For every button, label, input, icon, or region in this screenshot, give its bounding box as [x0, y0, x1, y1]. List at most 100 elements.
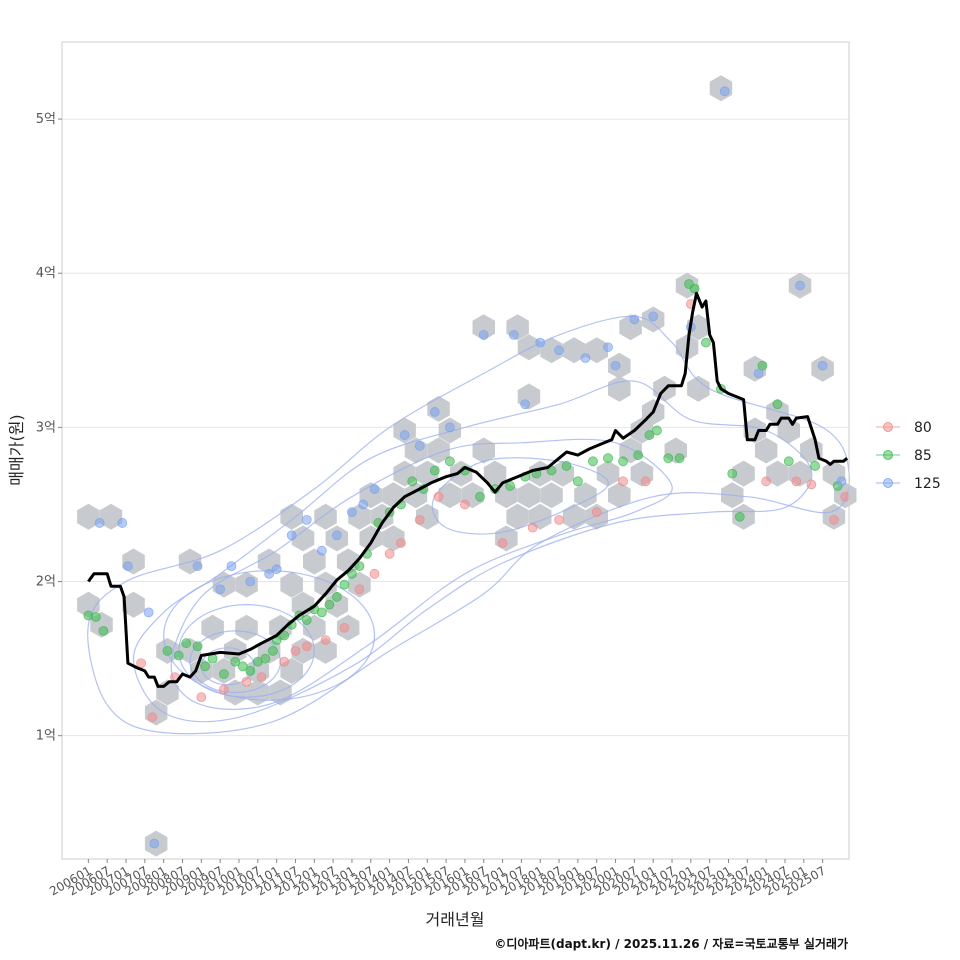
point-area-125	[817, 360, 828, 371]
point-area-85	[772, 399, 783, 410]
point-area-125	[117, 518, 128, 528]
point-area-80	[301, 641, 312, 652]
point-area-80	[761, 476, 772, 487]
point-area-125	[215, 584, 226, 595]
point-area-125	[94, 518, 105, 528]
legend-label-125: 125	[914, 476, 941, 492]
point-area-80	[384, 548, 395, 559]
legend-label-80: 80	[914, 420, 932, 436]
point-area-85	[90, 612, 101, 622]
point-area-125	[316, 545, 327, 556]
point-area-80	[219, 684, 229, 695]
point-area-125	[369, 484, 380, 494]
hexbin-cell	[99, 503, 123, 530]
point-area-125	[753, 368, 764, 379]
point-area-125	[580, 353, 591, 363]
point-area-85	[173, 650, 184, 661]
point-area-125	[444, 422, 455, 433]
point-area-85	[230, 656, 241, 667]
hexbin-cell	[596, 460, 620, 487]
point-area-125	[347, 507, 357, 518]
point-area-85	[260, 653, 271, 664]
point-area-85	[316, 607, 327, 618]
point-area-125	[226, 561, 237, 572]
point-area-85	[339, 579, 350, 590]
trend-line-layer	[87, 291, 849, 688]
hexbin-cell	[540, 482, 563, 509]
point-area-85	[347, 568, 357, 579]
hexbin-cell	[517, 482, 541, 509]
hexbin-cell	[766, 460, 789, 487]
hexbin-cell	[506, 503, 529, 530]
x-axis-title: 거래년월	[426, 910, 485, 929]
point-area-80	[256, 672, 267, 683]
hexbin-cell	[291, 525, 315, 552]
point-area-80	[241, 676, 252, 687]
point-area-80	[395, 538, 406, 548]
point-area-80	[806, 479, 817, 490]
hexbin-cell	[540, 337, 563, 364]
point-area-80	[618, 476, 628, 487]
point-area-85	[644, 430, 655, 440]
y-tick-label: 1억	[36, 729, 56, 744]
point-area-85	[505, 481, 516, 491]
trend-line	[87, 291, 849, 688]
point-area-125	[478, 329, 489, 340]
point-area-125	[264, 568, 275, 579]
point-area-80	[320, 635, 331, 646]
point-area-80	[554, 514, 564, 525]
point-area-80	[791, 476, 802, 487]
point-area-125	[610, 360, 621, 371]
point-area-85	[429, 465, 440, 476]
y-tick-label: 2억	[36, 575, 56, 590]
hexbin-cell	[483, 460, 507, 487]
point-area-85	[181, 638, 192, 649]
y-axis-ticks: 1억 2억 3억 4억 5억	[36, 112, 62, 744]
hexbin-cell	[472, 314, 495, 341]
point-area-85	[324, 599, 335, 610]
point-area-125	[358, 499, 369, 510]
point-area-80	[591, 507, 602, 518]
hexbin-cell	[427, 437, 450, 464]
point-area-80	[640, 476, 651, 487]
point-area-85	[354, 561, 365, 572]
point-area-125	[301, 514, 312, 525]
hexbin-cell	[325, 591, 349, 618]
point-area-125	[192, 561, 203, 572]
point-area-125	[648, 311, 659, 322]
hexbin-cell	[224, 637, 247, 664]
hexbin-cell	[687, 375, 710, 402]
legend-key-80	[883, 422, 893, 432]
hexbin-cell	[732, 460, 755, 487]
point-area-85	[475, 491, 485, 502]
y-tick-label: 4억	[36, 266, 56, 281]
point-area-85	[561, 461, 572, 471]
hexbin-cell	[77, 591, 100, 618]
point-area-85	[301, 615, 312, 625]
point-area-85	[279, 630, 290, 641]
point-area-85	[192, 641, 203, 652]
hexbin-cell	[743, 417, 767, 444]
point-area-125	[535, 337, 546, 348]
point-area-85	[689, 283, 700, 294]
y-tick-label: 3억	[36, 420, 56, 435]
point-area-85	[727, 468, 738, 479]
hexbin-cell	[280, 571, 303, 598]
hexbin-cell	[235, 614, 258, 641]
point-area-80	[527, 522, 538, 533]
point-area-85	[663, 453, 674, 464]
point-area-125	[629, 314, 640, 325]
hexbin-cell	[574, 482, 597, 509]
point-area-85	[267, 645, 278, 656]
point-area-125	[429, 407, 440, 417]
point-area-125	[399, 430, 410, 440]
point-area-85	[331, 592, 342, 602]
y-axis-title: 매매가(원)	[7, 414, 26, 485]
point-area-80	[433, 491, 444, 502]
point-area-85	[810, 461, 821, 471]
legend: 80 85 125	[876, 420, 941, 492]
point-area-85	[633, 450, 644, 461]
point-area-85	[572, 476, 583, 487]
hexbin-cell	[280, 503, 303, 530]
